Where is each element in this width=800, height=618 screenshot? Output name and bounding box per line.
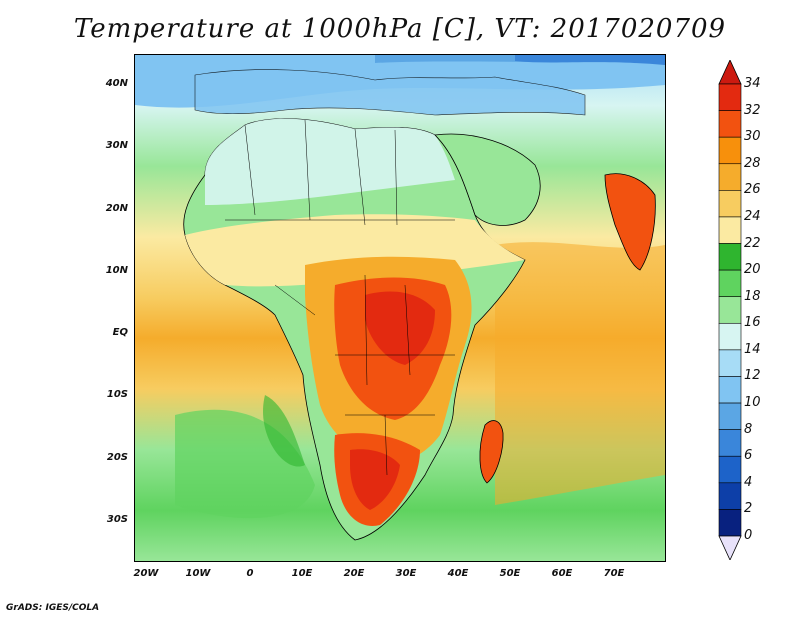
- colorbar-label: 8: [744, 421, 753, 437]
- colorbar-bin: [718, 110, 742, 138]
- credit-text: GrADS: IGES/COLA: [6, 603, 100, 613]
- colorbar-max-arrow: [718, 60, 742, 85]
- colorbar-label: 10: [744, 395, 761, 411]
- colorbar-label: 26: [744, 182, 761, 198]
- colorbar-label: 32: [744, 102, 761, 118]
- colorbar-label: 2: [744, 501, 753, 517]
- colorbar-label: 30: [744, 129, 761, 145]
- temperature-map: [134, 54, 666, 562]
- colorbar-label: 28: [744, 155, 761, 171]
- colorbar-label: 24: [744, 208, 761, 224]
- colorbar-label: 4: [744, 474, 753, 490]
- colorbar-bin: [718, 455, 742, 484]
- colorbar-label: 0: [744, 528, 753, 543]
- colorbar-bin: [718, 482, 742, 510]
- colorbar-label: 18: [744, 288, 761, 304]
- colorbar-label: 34: [744, 76, 761, 91]
- colorbar-bin: [718, 429, 742, 457]
- colorbar-min-arrow: [718, 535, 742, 560]
- colorbar-bin: [718, 296, 742, 324]
- lat-tick-20N: 20N: [105, 203, 128, 214]
- lon-tick-10E: 10E: [291, 568, 313, 579]
- colorbar-bin: [718, 322, 742, 351]
- lon-tick-60E: 60E: [551, 568, 573, 579]
- colorbar-bin: [718, 376, 742, 404]
- lat-tick-20S: 20S: [106, 452, 128, 463]
- colorbar-label: 6: [744, 448, 753, 464]
- colorbar-bin: [718, 190, 742, 218]
- colorbar-bin: [718, 243, 742, 271]
- lat-tick-30N: 30N: [105, 140, 128, 151]
- lat-tick-40N: 40N: [105, 78, 128, 89]
- lat-tick-10N: 10N: [105, 265, 128, 276]
- lat-tick-10S: 10S: [106, 389, 128, 400]
- lon-tick-70E: 70E: [603, 568, 625, 579]
- lon-tick-0: 0: [246, 568, 254, 579]
- lon-tick-40E: 40E: [447, 568, 469, 579]
- lon-tick-20E: 20E: [343, 568, 365, 579]
- colorbar-bin: [718, 83, 742, 111]
- map-title: Temperature at 1000hPa [C], VT: 20170207…: [73, 14, 727, 44]
- colorbar-bin: [718, 269, 742, 298]
- lon-tick-20W: 20W: [133, 568, 159, 579]
- colorbar-bin: [718, 136, 742, 165]
- lon-tick-10W: 10W: [185, 568, 211, 579]
- lon-tick-30E: 30E: [395, 568, 417, 579]
- lat-tick-30S: 30S: [106, 514, 128, 525]
- colorbar: [718, 60, 742, 560]
- colorbar-label: 16: [744, 315, 761, 331]
- colorbar-label: 14: [744, 341, 761, 357]
- colorbar-label: 22: [744, 235, 761, 251]
- map-field: [135, 55, 665, 561]
- colorbar-bin: [718, 216, 742, 244]
- lon-tick-50E: 50E: [499, 568, 521, 579]
- colorbar-bin: [718, 509, 742, 537]
- colorbar-label: 12: [744, 368, 761, 384]
- lat-tick-EQ: EQ: [112, 327, 128, 338]
- colorbar-bin: [718, 402, 742, 430]
- colorbar-label: 20: [744, 262, 761, 278]
- colorbar-bin: [718, 163, 742, 191]
- colorbar-bin: [718, 349, 742, 377]
